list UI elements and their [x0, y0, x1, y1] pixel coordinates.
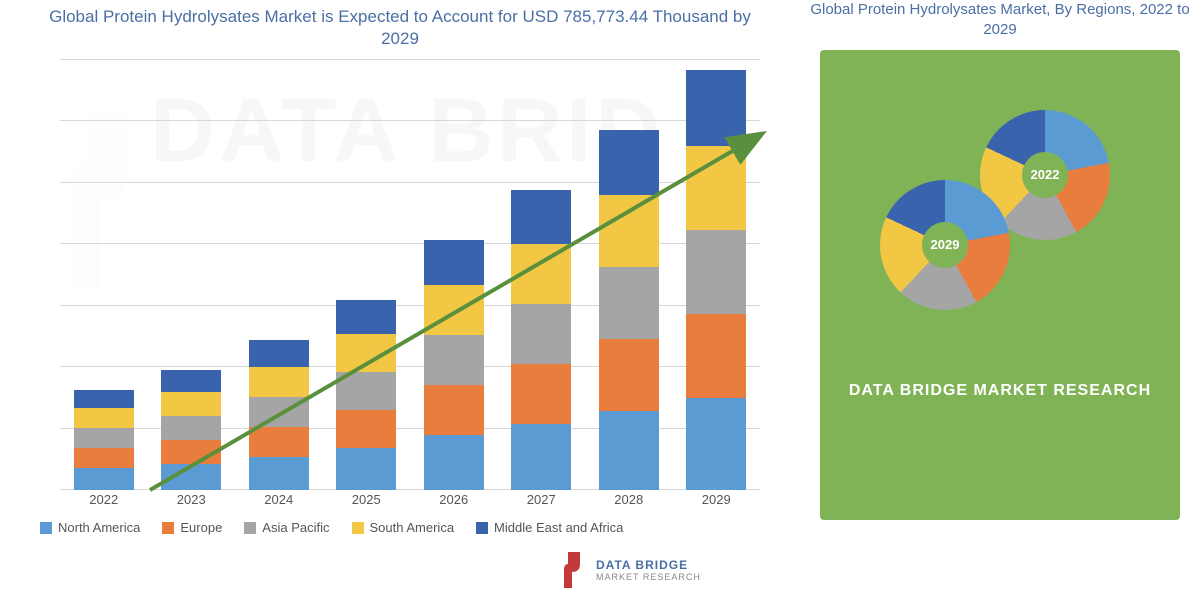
seg-asia-pacific: [686, 230, 746, 314]
bar-2027: [511, 190, 571, 490]
legend: North America Europe Asia Pacific South Ame…: [40, 520, 780, 535]
legend-swatch: [40, 522, 52, 534]
bar-2025: [336, 300, 396, 490]
seg-south-america: [336, 334, 396, 372]
legend-item: South America: [352, 520, 455, 535]
seg-north-america: [686, 398, 746, 490]
seg-north-america: [336, 448, 396, 490]
chart-area: [60, 60, 760, 490]
brand-text: DATA BRIDGE MARKET RESEARCH: [820, 380, 1180, 402]
pie-2029: 2029: [880, 180, 1010, 310]
x-label: 2024: [264, 492, 293, 507]
seg-south-america: [686, 146, 746, 230]
legend-swatch: [162, 522, 174, 534]
seg-south-america: [161, 392, 221, 416]
seg-middle-east-and-africa: [424, 240, 484, 285]
x-label: 2029: [702, 492, 731, 507]
legend-label: North America: [58, 520, 140, 535]
legend-item: Asia Pacific: [244, 520, 329, 535]
seg-europe: [599, 339, 659, 411]
bar-2029: [686, 70, 746, 490]
bar-2023: [161, 370, 221, 490]
footer-sub: MARKET RESEARCH: [596, 572, 701, 582]
seg-asia-pacific: [599, 267, 659, 339]
seg-south-america: [599, 195, 659, 267]
seg-middle-east-and-africa: [74, 390, 134, 408]
x-label: 2027: [527, 492, 556, 507]
seg-north-america: [511, 424, 571, 490]
seg-south-america: [511, 244, 571, 304]
seg-north-america: [249, 457, 309, 490]
seg-europe: [686, 314, 746, 398]
x-label: 2022: [89, 492, 118, 507]
seg-south-america: [424, 285, 484, 335]
footer-logo: DATA BRIDGE MARKET RESEARCH: [560, 550, 701, 590]
legend-swatch: [352, 522, 364, 534]
legend-label: Asia Pacific: [262, 520, 329, 535]
x-label: 2025: [352, 492, 381, 507]
seg-middle-east-and-africa: [161, 370, 221, 392]
legend-label: South America: [370, 520, 455, 535]
bar-2026: [424, 240, 484, 490]
legend-item: North America: [40, 520, 140, 535]
seg-middle-east-and-africa: [599, 130, 659, 195]
seg-north-america: [424, 435, 484, 490]
seg-europe: [424, 385, 484, 435]
green-block: 2022 2029 DATA BRIDGE MARKET RESEARCH: [820, 50, 1180, 520]
legend-swatch: [476, 522, 488, 534]
seg-north-america: [74, 468, 134, 490]
bar-2028: [599, 130, 659, 490]
seg-north-america: [599, 411, 659, 490]
bar-2022: [74, 390, 134, 490]
seg-europe: [249, 427, 309, 457]
legend-item: Europe: [162, 520, 222, 535]
chart-title: Global Protein Hydrolysates Market is Ex…: [0, 0, 800, 50]
seg-europe: [511, 364, 571, 424]
legend-label: Europe: [180, 520, 222, 535]
seg-asia-pacific: [511, 304, 571, 364]
seg-europe: [161, 440, 221, 464]
seg-middle-east-and-africa: [336, 300, 396, 334]
seg-middle-east-and-africa: [511, 190, 571, 244]
seg-south-america: [74, 408, 134, 428]
seg-asia-pacific: [424, 335, 484, 385]
seg-asia-pacific: [249, 397, 309, 427]
x-label: 2026: [439, 492, 468, 507]
seg-europe: [336, 410, 396, 448]
bar-2024: [249, 340, 309, 490]
bar-container: [60, 60, 760, 490]
seg-south-america: [249, 367, 309, 397]
right-panel: Global Protein Hydrolysates Market, By R…: [800, 0, 1200, 600]
footer-brand: DATA BRIDGE: [596, 558, 701, 572]
x-label: 2028: [614, 492, 643, 507]
x-label: 2023: [177, 492, 206, 507]
seg-asia-pacific: [336, 372, 396, 410]
seg-europe: [74, 448, 134, 468]
seg-middle-east-and-africa: [249, 340, 309, 367]
legend-label: Middle East and Africa: [494, 520, 623, 535]
seg-north-america: [161, 464, 221, 490]
legend-swatch: [244, 522, 256, 534]
seg-asia-pacific: [74, 428, 134, 448]
seg-asia-pacific: [161, 416, 221, 440]
right-title: Global Protein Hydrolysates Market, By R…: [800, 0, 1200, 39]
x-axis-labels: 2022 2023 2024 2025 2026 2027 2028 2029: [60, 492, 760, 507]
seg-middle-east-and-africa: [686, 70, 746, 146]
footer-logo-icon: [560, 550, 588, 590]
legend-item: Middle East and Africa: [476, 520, 623, 535]
left-panel: Global Protein Hydrolysates Market is Ex…: [0, 0, 800, 600]
